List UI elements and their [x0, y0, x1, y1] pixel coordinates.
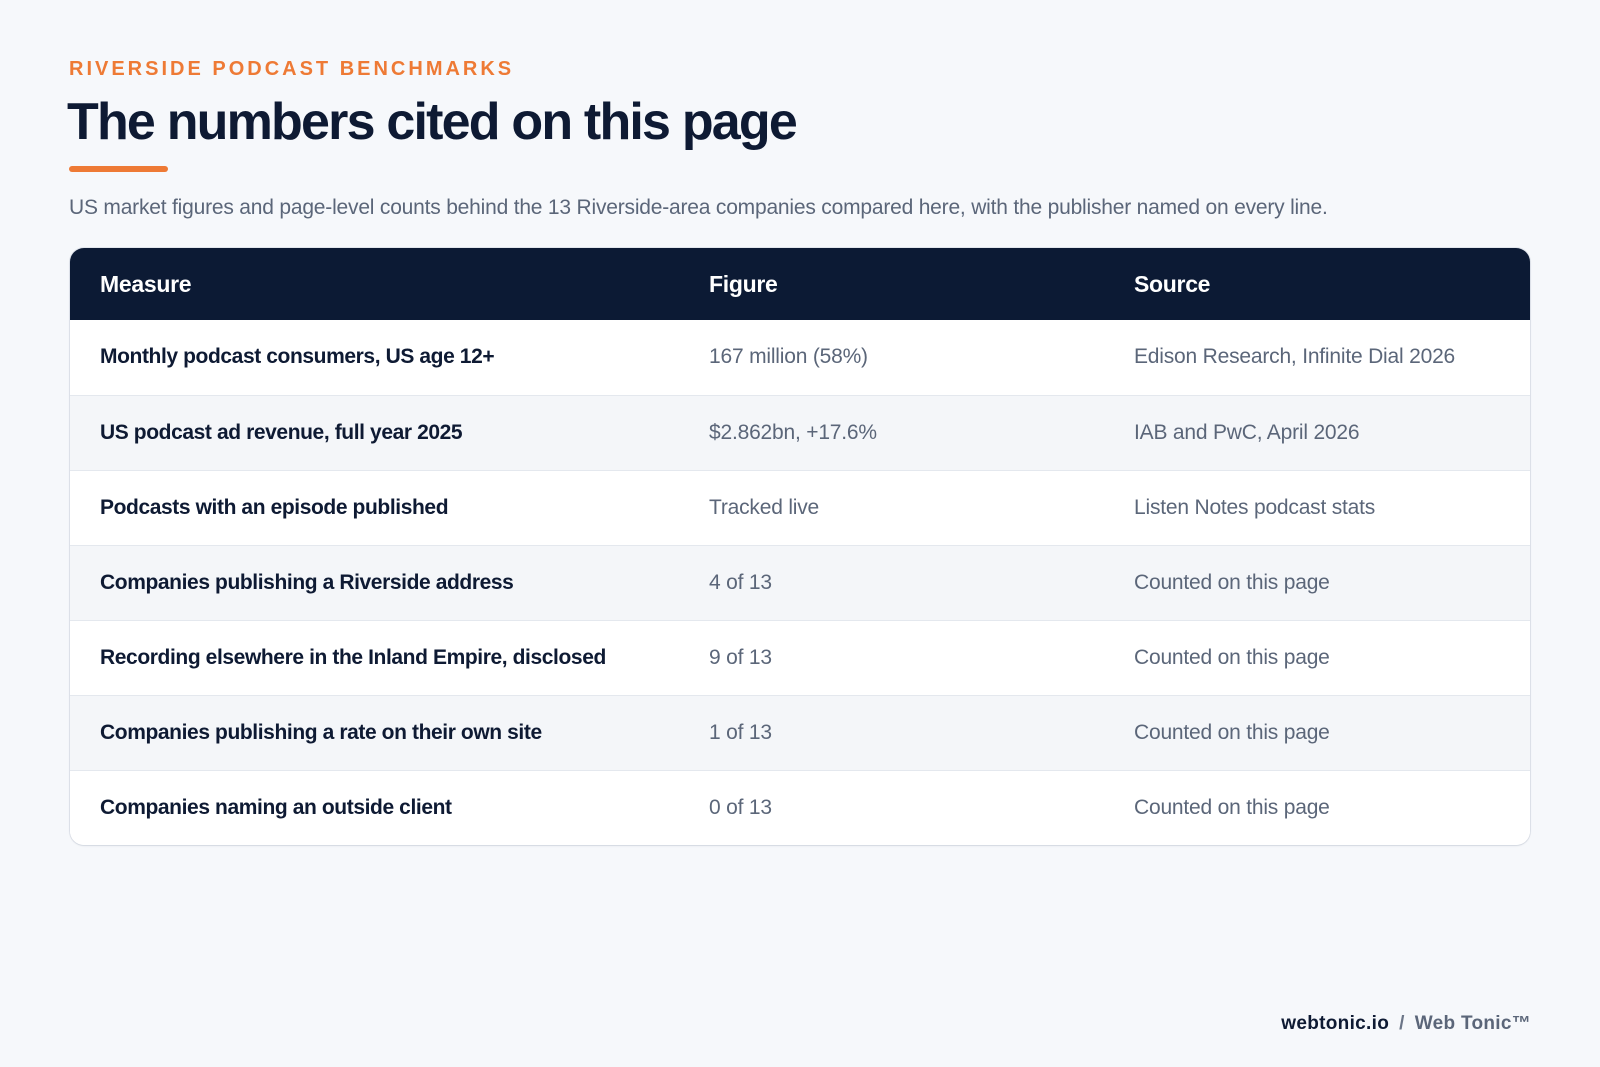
figure-cell: $2.862bn, +17.6% [679, 394, 1104, 470]
eyebrow-label: RIVERSIDE PODCAST BENCHMARKS [69, 58, 515, 80]
source-cell: Counted on this page [1104, 694, 1530, 770]
column-header-figure: Figure [709, 270, 778, 297]
table-row: US podcast ad revenue, full year 2025 $2… [70, 394, 1530, 470]
table-header: Measure Figure Source [70, 248, 1530, 320]
page-title: The numbers cited on this page [67, 93, 798, 151]
column-header-source: Source [1134, 270, 1211, 297]
figure-cell: 0 of 13 [679, 769, 1104, 845]
source-cell: Edison Research, Infinite Dial 2026 [1134, 345, 1456, 369]
footer-separator: / [1399, 1013, 1405, 1034]
footer-domain: webtonic.io [1281, 1013, 1390, 1034]
figure-cell: 167 million (58%) [709, 345, 868, 369]
measure-cell: Recording elsewhere in the Inland Empire… [70, 619, 679, 695]
table-row: Companies naming an outside client 0 of … [70, 769, 1530, 845]
measure-cell: Monthly podcast consumers, US age 12+ [100, 345, 495, 369]
measure-cell: Companies publishing a rate on their own… [70, 694, 679, 770]
table-row: Monthly podcast consumers, US age 12+ 16… [70, 320, 1530, 395]
measure-cell: Companies naming an outside client [70, 769, 679, 845]
table-row: Companies publishing a rate on their own… [70, 694, 1530, 770]
figure-cell: 1 of 13 [679, 694, 1104, 770]
table-row: Recording elsewhere in the Inland Empire… [70, 619, 1530, 695]
source-cell: Counted on this page [1104, 544, 1530, 620]
benchmarks-table-card: Measure Figure Source Monthly podcast co… [70, 248, 1530, 845]
footer-brand: Web Tonic™ [1414, 1013, 1531, 1034]
figure-cell: 4 of 13 [679, 544, 1104, 620]
benchmarks-table: Measure Figure Source Monthly podcast co… [70, 248, 1530, 845]
source-cell: IAB and PwC, April 2026 [1104, 394, 1530, 470]
column-header-measure: Measure [100, 270, 192, 297]
footer-credit: webtonic.io / Web Tonic™ [1281, 1013, 1531, 1035]
table-body: Monthly podcast consumers, US age 12+ 16… [70, 320, 1530, 845]
source-cell: Counted on this page [1104, 769, 1530, 845]
table-row: Podcasts with an episode published Track… [70, 469, 1530, 545]
source-cell: Counted on this page [1104, 619, 1530, 695]
page-subtitle: US market figures and page-level counts … [69, 196, 1328, 219]
figure-cell: Tracked live [679, 469, 1104, 545]
source-cell: Listen Notes podcast stats [1104, 469, 1530, 545]
title-underline [69, 166, 168, 172]
measure-cell: US podcast ad revenue, full year 2025 [70, 394, 679, 470]
table-header-row: Measure Figure Source [70, 248, 1530, 320]
figure-cell: 9 of 13 [679, 619, 1104, 695]
table-row: Companies publishing a Riverside address… [70, 544, 1530, 620]
measure-cell: Companies publishing a Riverside address [70, 544, 679, 620]
measure-cell: Podcasts with an episode published [70, 469, 679, 545]
